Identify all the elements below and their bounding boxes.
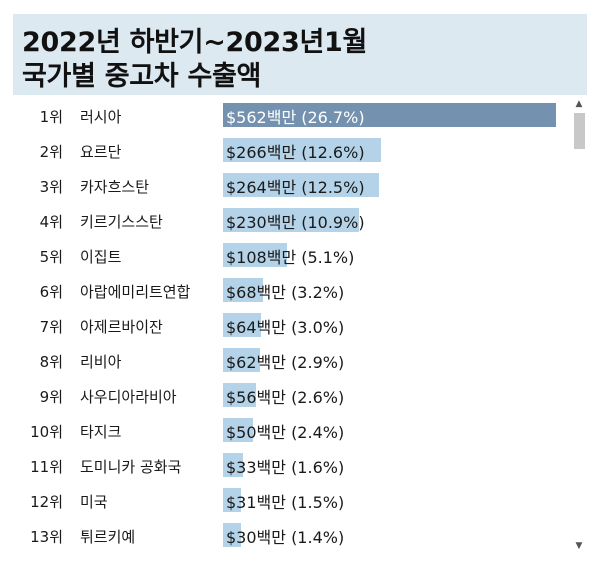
chart-title-line-2: 국가별 중고차 수출액 — [22, 61, 262, 92]
value-label: $264백만 (12.5%) — [226, 178, 365, 197]
value-bar — [223, 313, 261, 337]
value-label: $33백만 (1.6%) — [226, 458, 345, 477]
value-bar — [223, 348, 260, 372]
country-label: 사우디아라비아 — [80, 388, 177, 406]
value-label: $50백만 (2.4%) — [226, 423, 345, 442]
table-row: 1위 러시아 $562백만 (26.7%) — [13, 97, 569, 132]
scroll-thumb[interactable] — [574, 113, 585, 149]
table-row: 13위 튀르키예 $30백만 (1.4%) — [13, 517, 569, 552]
country-label: 이집트 — [80, 248, 122, 266]
table-row: 3위 카자흐스탄 $264백만 (12.5%) — [13, 167, 569, 202]
value-bar — [223, 488, 241, 512]
value-bar — [223, 418, 253, 442]
value-bar — [223, 453, 243, 477]
value-label: $68백만 (3.2%) — [226, 283, 345, 302]
value-label: $64백만 (3.0%) — [226, 318, 345, 337]
rank-label: 11위 — [30, 458, 63, 476]
table-row: 6위 아랍에미리트연합 $68백만 (3.2%) — [13, 272, 569, 307]
value-bar — [223, 278, 263, 302]
value-label: $31백만 (1.5%) — [226, 493, 345, 512]
value-bar — [223, 383, 256, 407]
table-row: 7위 아제르바이잔 $64백만 (3.0%) — [13, 307, 569, 342]
rank-label: 10위 — [30, 423, 63, 441]
value-label: $230백만 (10.9%) — [226, 213, 365, 232]
table-row: 12위 미국 $31백만 (1.5%) — [13, 482, 569, 517]
value-bar — [223, 103, 556, 127]
table-row: 4위 키르기스스탄 $230백만 (10.9%) — [13, 202, 569, 237]
rank-label: 3위 — [39, 178, 63, 196]
country-label: 아랍에미리트연합 — [80, 283, 191, 301]
scroll-up-icon[interactable]: ▲ — [575, 99, 583, 109]
value-bar — [223, 173, 379, 197]
value-label: $108백만 (5.1%) — [226, 248, 355, 267]
chart-title-line-1: 2022년 하반기~2023년1월 — [22, 27, 368, 58]
value-bar — [223, 138, 381, 162]
table-row: 2위 요르단 $266백만 (12.6%) — [13, 132, 569, 167]
table-row: 11위 도미니카 공화국 $33백만 (1.6%) — [13, 447, 569, 482]
rank-label: 2위 — [39, 143, 63, 161]
rank-label: 13위 — [30, 528, 63, 546]
country-label: 도미니카 공화국 — [80, 458, 182, 476]
country-label: 러시아 — [80, 108, 122, 126]
value-label: $56백만 (2.6%) — [226, 388, 345, 407]
rank-label: 1위 — [39, 108, 63, 126]
table-row: 5위 이집트 $108백만 (5.1%) — [13, 237, 569, 272]
rank-label: 7위 — [39, 318, 63, 336]
ranking-table: 1위 러시아 $562백만 (26.7%) 2위 요르단 $266백만 (12.6%) 3위… — [13, 97, 569, 553]
country-label: 리비아 — [80, 353, 122, 371]
rank-label: 6위 — [39, 283, 63, 301]
country-label: 미국 — [80, 493, 108, 511]
value-bar — [223, 243, 287, 267]
value-label: $562백만 (26.7%) — [226, 108, 365, 127]
country-label: 튀르키예 — [80, 528, 136, 546]
country-label: 키르기스스탄 — [80, 213, 163, 231]
rank-label: 4위 — [39, 213, 63, 231]
country-label: 타지크 — [80, 423, 122, 441]
scroll-down-icon[interactable]: ▼ — [575, 541, 583, 551]
country-label: 카자흐스탄 — [80, 178, 150, 196]
table-row: 10위 타지크 $50백만 (2.4%) — [13, 412, 569, 447]
value-label: $62백만 (2.9%) — [226, 353, 345, 372]
vertical-scrollbar[interactable]: ▲ ▼ — [571, 97, 587, 553]
value-bar — [223, 208, 359, 232]
country-label: 요르단 — [80, 143, 122, 161]
value-label: $30백만 (1.4%) — [226, 528, 345, 547]
chart-header: 2022년 하반기~2023년1월 국가별 중고차 수출액 — [13, 14, 587, 95]
country-label: 아제르바이잔 — [80, 318, 163, 336]
rank-label: 9위 — [39, 388, 63, 406]
table-row: 9위 사우디아라비아 $56백만 (2.6%) — [13, 377, 569, 412]
table-row: 8위 리비아 $62백만 (2.9%) — [13, 342, 569, 377]
rank-label: 5위 — [39, 248, 63, 266]
rank-label: 8위 — [39, 353, 63, 371]
rank-label: 12위 — [30, 493, 63, 511]
value-label: $266백만 (12.6%) — [226, 143, 365, 162]
value-bar — [223, 523, 241, 547]
